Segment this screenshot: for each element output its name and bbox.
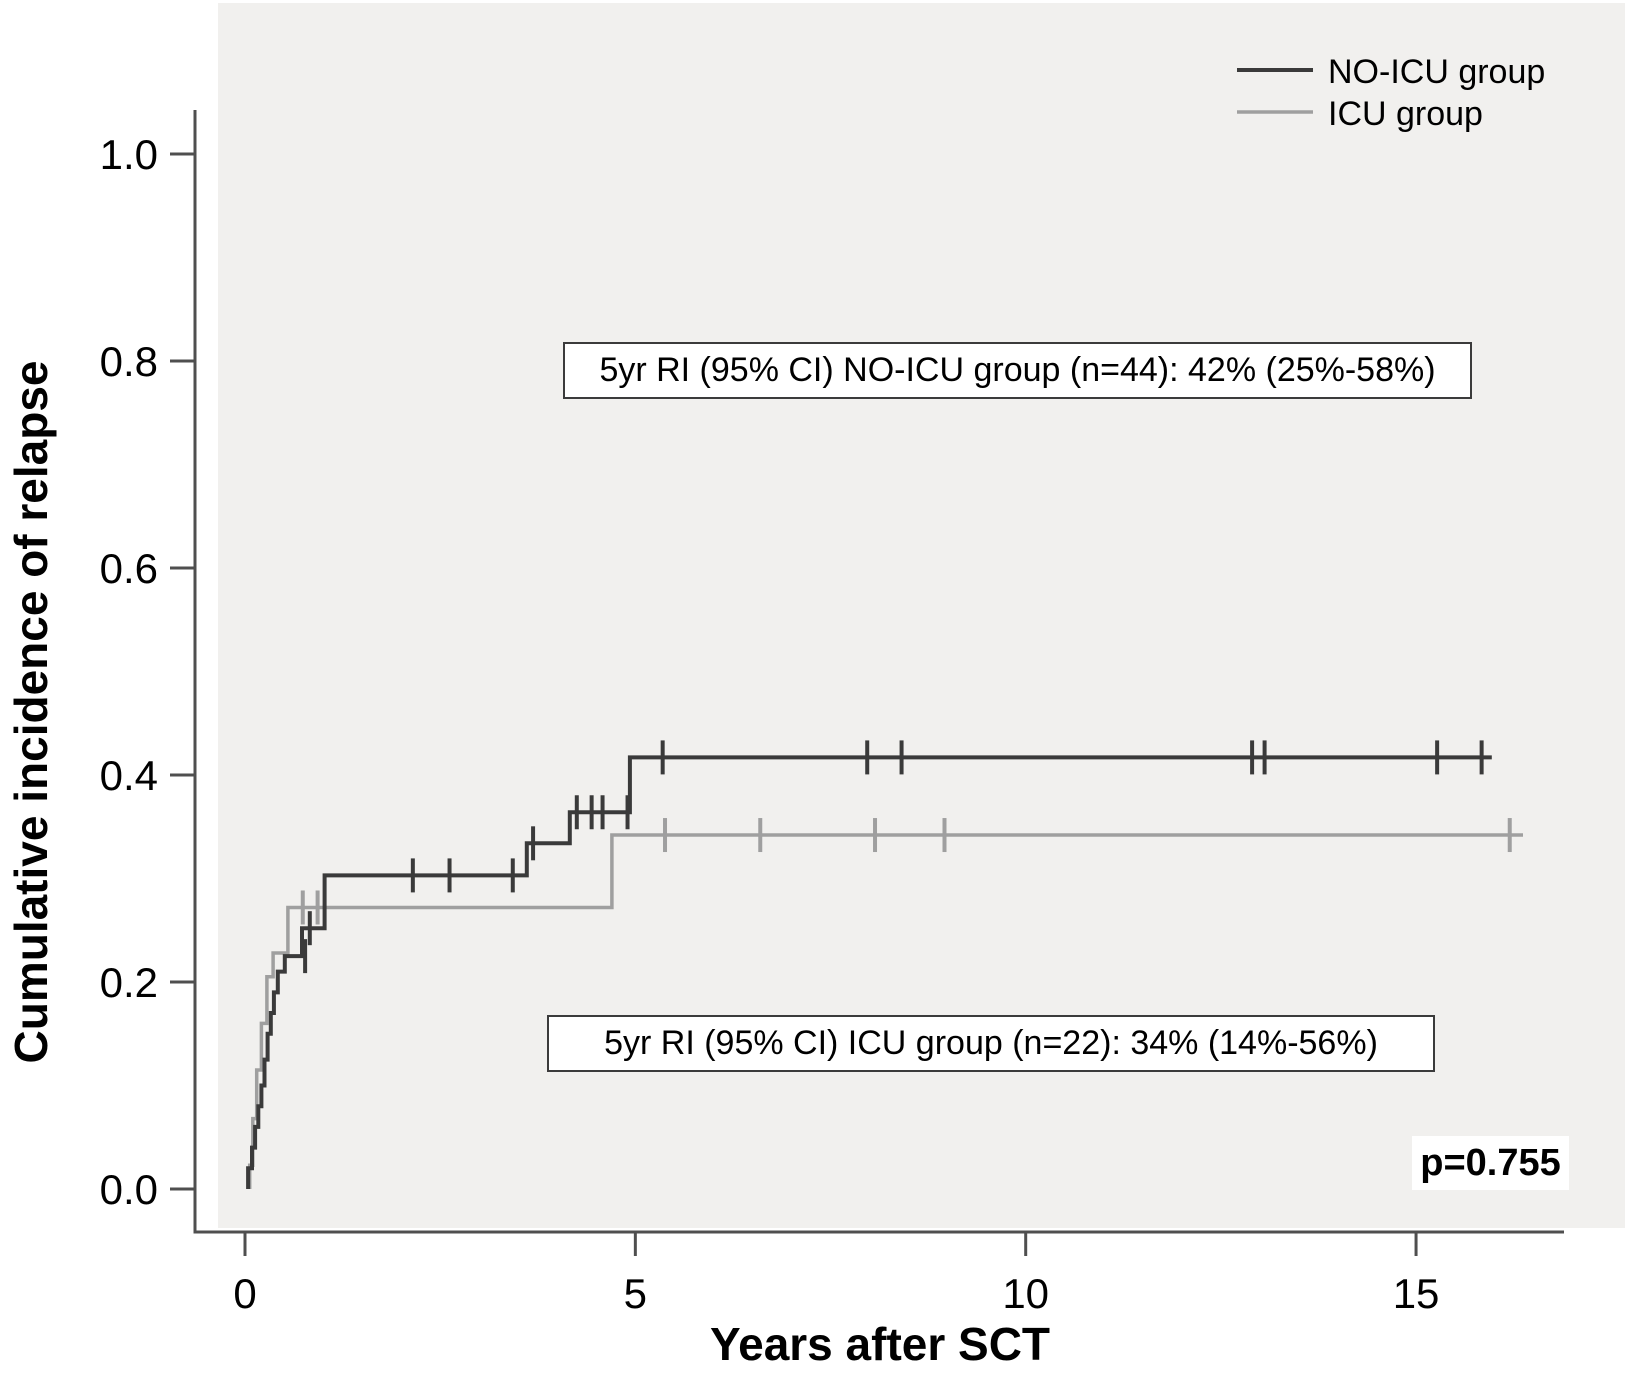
p-value-label: p=0.755	[1412, 1136, 1569, 1190]
y-tick-label: 0.4	[100, 752, 158, 799]
curves	[246, 740, 1523, 1189]
x-tick-label: 10	[1002, 1270, 1049, 1317]
legend-label-icu: ICU group	[1328, 95, 1483, 133]
x-tick-label: 5	[624, 1270, 647, 1317]
y-tick-label: 1.0	[100, 131, 158, 178]
curve-no-icu-group	[246, 755, 1492, 1189]
legend: NO-ICU group ICU group	[1237, 53, 1545, 133]
y-tick-label: 0.6	[100, 545, 158, 592]
curve-icu-group	[247, 833, 1523, 1189]
y-tick-label: 0.0	[100, 1166, 158, 1213]
annotation-no-icu-summary: 5yr RI (95% CI) NO-ICU group (n=44): 42%…	[563, 342, 1472, 399]
x-axis-ticks: 0 5 10 15	[233, 1232, 1439, 1317]
x-axis-title: Years after SCT	[710, 1318, 1050, 1370]
annotation-icu-summary: 5yr RI (95% CI) ICU group (n=22): 34% (1…	[547, 1015, 1435, 1072]
x-tick-label: 0	[233, 1270, 256, 1317]
y-axis-ticks: 0.0 0.2 0.4 0.6 0.8 1.0	[100, 131, 197, 1213]
legend-label-no-icu: NO-ICU group	[1328, 53, 1545, 91]
y-tick-label: 0.8	[100, 338, 158, 385]
y-axis-title: Cumulative incidence of relapse	[5, 360, 57, 1063]
x-tick-label: 15	[1393, 1270, 1440, 1317]
y-tick-label: 0.2	[100, 959, 158, 1006]
